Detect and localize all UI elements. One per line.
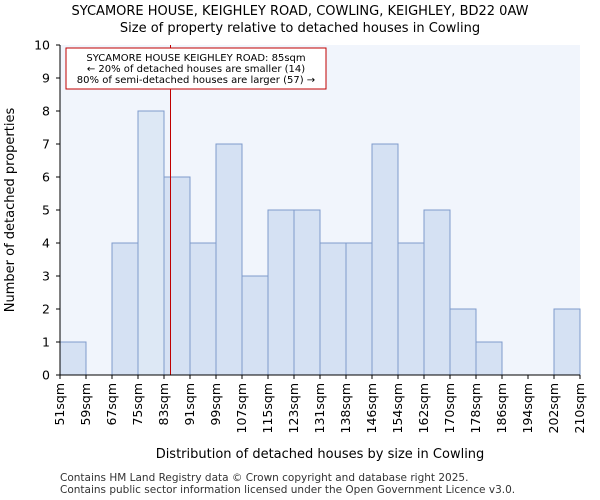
chart-title: SYCAMORE HOUSE, KEIGHLEY ROAD, COWLING, … bbox=[72, 4, 529, 19]
x-tick-label: 138sqm bbox=[338, 383, 353, 433]
x-tick-label: 146sqm bbox=[364, 383, 379, 433]
y-ticks: 0 1 2 3 4 5 6 7 8 9 10 bbox=[34, 38, 60, 383]
x-tick-label: 99sqm bbox=[208, 383, 223, 426]
bar-75sqm bbox=[137, 110, 165, 376]
x-tick-label: 115sqm bbox=[260, 383, 275, 433]
annotation-line-2: ← 20% of detached houses are smaller (14… bbox=[87, 64, 305, 75]
bar-138sqm bbox=[345, 242, 373, 376]
bar-83sqm bbox=[163, 176, 191, 376]
x-tick-label: 170sqm bbox=[442, 383, 457, 433]
annotation-border bbox=[65, 47, 327, 90]
x-tick-label: 51sqm bbox=[52, 383, 67, 426]
bar-51sqm bbox=[59, 341, 87, 376]
x-tick-label: 83sqm bbox=[156, 383, 171, 426]
bar-107sqm bbox=[241, 275, 269, 376]
bar-123sqm bbox=[293, 209, 321, 376]
bar-91sqm bbox=[189, 242, 217, 376]
x-tick-label: 107sqm bbox=[234, 383, 249, 433]
bar-154sqm bbox=[397, 242, 425, 376]
x-tick-label: 123sqm bbox=[286, 383, 301, 433]
bar-99sqm bbox=[215, 143, 243, 376]
x-tick-label: 131sqm bbox=[312, 383, 327, 433]
bar-146sqm bbox=[371, 143, 399, 376]
y-tick-label: 8 bbox=[42, 104, 50, 119]
annotation-box: SYCAMORE HOUSE KEIGHLEY ROAD: 85sqm ← 20… bbox=[65, 47, 327, 90]
bar-67sqm bbox=[111, 242, 139, 376]
y-tick-label: 6 bbox=[42, 170, 50, 185]
x-ticks: 51sqm 59sqm 67sqm 75sqm 83sqm 91sqm 99sqm 107sq… bbox=[52, 375, 587, 433]
bar-115sqm bbox=[267, 209, 295, 376]
x-tick-label: 75sqm bbox=[130, 383, 145, 426]
y-tick-label: 1 bbox=[42, 335, 50, 350]
y-tick-label: 4 bbox=[42, 236, 50, 251]
x-axis-label: Distribution of detached houses by size … bbox=[156, 447, 485, 462]
y-tick-label: 9 bbox=[42, 71, 50, 86]
footer-line-2: Contains public sector information licen… bbox=[60, 484, 515, 496]
x-tick-label: 186sqm bbox=[494, 383, 509, 433]
bar-162sqm bbox=[423, 209, 451, 376]
bar-178sqm bbox=[475, 341, 503, 376]
x-tick-label: 194sqm bbox=[520, 383, 535, 433]
x-tick-label: 154sqm bbox=[390, 383, 405, 433]
bar-131sqm bbox=[319, 242, 347, 376]
x-tick-label: 202sqm bbox=[546, 383, 561, 433]
x-tick-label: 162sqm bbox=[416, 383, 431, 433]
x-tick-label: 210sqm bbox=[572, 383, 587, 433]
y-axis-label: Number of detached properties bbox=[3, 108, 18, 313]
bar-202sqm bbox=[553, 308, 581, 376]
x-tick-label: 67sqm bbox=[104, 383, 119, 426]
footer-line-1: Contains HM Land Registry data © Crown c… bbox=[60, 472, 468, 484]
annotation-line-1: SYCAMORE HOUSE KEIGHLEY ROAD: 85sqm bbox=[86, 53, 305, 64]
chart-subtitle: Size of property relative to detached ho… bbox=[120, 21, 480, 36]
y-tick-label: 7 bbox=[42, 137, 50, 152]
y-tick-label: 5 bbox=[42, 203, 50, 218]
bars-group bbox=[59, 110, 581, 376]
x-tick-label: 178sqm bbox=[468, 383, 483, 433]
annotation-line-3: 80% of semi-detached houses are larger (… bbox=[77, 75, 315, 86]
y-tick-label: 10 bbox=[34, 38, 50, 53]
y-tick-label: 0 bbox=[42, 368, 50, 383]
bar-170sqm bbox=[449, 308, 477, 376]
x-tick-label: 59sqm bbox=[78, 383, 93, 426]
x-tick-label: 91sqm bbox=[182, 383, 197, 426]
y-tick-label: 2 bbox=[42, 302, 50, 317]
y-tick-label: 3 bbox=[42, 269, 50, 284]
